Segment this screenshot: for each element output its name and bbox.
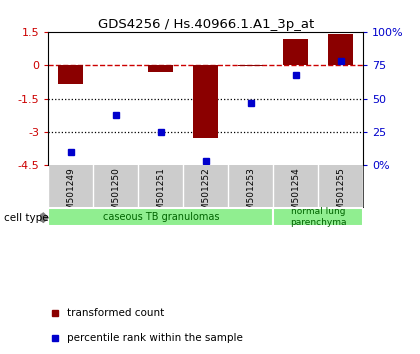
Bar bbox=[239, 65, 263, 66]
Text: GSM501253: GSM501253 bbox=[246, 167, 255, 222]
Text: normal lung
parenchyma: normal lung parenchyma bbox=[290, 207, 346, 227]
Text: GSM501254: GSM501254 bbox=[291, 167, 300, 222]
Bar bbox=[194, 65, 218, 138]
Text: caseous TB granulomas: caseous TB granulomas bbox=[102, 212, 219, 222]
Title: GDS4256 / Hs.40966.1.A1_3p_at: GDS4256 / Hs.40966.1.A1_3p_at bbox=[98, 18, 314, 31]
Text: GSM501252: GSM501252 bbox=[201, 167, 210, 222]
Text: GSM501250: GSM501250 bbox=[111, 167, 120, 222]
Bar bbox=[328, 34, 353, 65]
Text: cell type: cell type bbox=[4, 213, 49, 223]
FancyArrow shape bbox=[41, 213, 48, 223]
Bar bbox=[284, 39, 308, 65]
Bar bbox=[148, 65, 173, 72]
Bar bbox=[273, 208, 363, 225]
Text: percentile rank within the sample: percentile rank within the sample bbox=[67, 333, 243, 343]
Bar bbox=[48, 208, 273, 225]
Text: transformed count: transformed count bbox=[67, 308, 165, 318]
Text: GSM501249: GSM501249 bbox=[66, 167, 75, 222]
Bar bbox=[58, 65, 83, 84]
Text: GSM501255: GSM501255 bbox=[336, 167, 345, 222]
Text: GSM501251: GSM501251 bbox=[156, 167, 165, 222]
